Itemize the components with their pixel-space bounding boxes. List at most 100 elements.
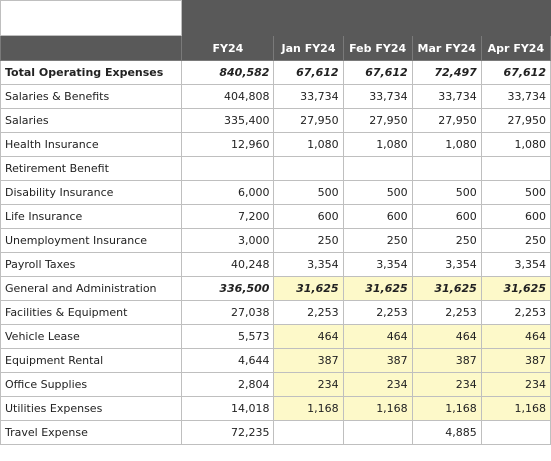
row-label-cell[interactable]: General and Administration [0, 276, 183, 301]
value-cell[interactable] [273, 420, 344, 445]
value-cell[interactable]: 600 [411, 204, 482, 229]
column-header[interactable]: FY24 [181, 35, 275, 61]
value-cell[interactable] [273, 156, 344, 181]
row-label-cell[interactable]: Facilities & Equipment [0, 300, 183, 325]
header-corner-cell[interactable] [0, 35, 183, 61]
value-cell[interactable]: 40,248 [181, 252, 275, 277]
row-label-cell[interactable]: Salaries [0, 108, 183, 133]
value-cell[interactable]: 3,354 [342, 252, 413, 277]
value-cell[interactable]: 72,497 [411, 60, 482, 85]
row-label-cell[interactable]: Life Insurance [0, 204, 183, 229]
value-cell[interactable]: 27,950 [342, 108, 413, 133]
value-cell[interactable]: 4,885 [411, 420, 482, 445]
value-cell[interactable]: 500 [411, 180, 482, 205]
value-cell[interactable]: 464 [480, 324, 551, 349]
row-label-cell[interactable]: Office Supplies [0, 372, 183, 397]
value-cell[interactable]: 464 [411, 324, 482, 349]
value-cell[interactable] [181, 156, 275, 181]
value-cell[interactable]: 4,644 [181, 348, 275, 373]
value-cell[interactable]: 2,253 [411, 300, 482, 325]
value-cell[interactable]: 27,950 [411, 108, 482, 133]
value-cell[interactable]: 464 [342, 324, 413, 349]
value-cell[interactable]: 387 [273, 348, 344, 373]
value-cell[interactable]: 500 [273, 180, 344, 205]
value-cell[interactable]: 3,354 [273, 252, 344, 277]
value-cell[interactable]: 600 [480, 204, 551, 229]
value-cell[interactable]: 3,354 [411, 252, 482, 277]
column-header[interactable]: Jan FY24 [273, 35, 344, 61]
value-cell[interactable] [342, 420, 413, 445]
top-banner-cell[interactable] [181, 0, 551, 36]
value-cell[interactable]: 33,734 [273, 84, 344, 109]
column-header[interactable]: Feb FY24 [342, 35, 413, 61]
value-cell[interactable]: 250 [342, 228, 413, 253]
value-cell[interactable]: 1,168 [273, 396, 344, 421]
value-cell[interactable]: 31,625 [273, 276, 344, 301]
value-cell[interactable]: 27,038 [181, 300, 275, 325]
value-cell[interactable]: 14,018 [181, 396, 275, 421]
value-cell[interactable]: 387 [411, 348, 482, 373]
value-cell[interactable]: 335,400 [181, 108, 275, 133]
value-cell[interactable]: 12,960 [181, 132, 275, 157]
value-cell[interactable]: 2,253 [480, 300, 551, 325]
value-cell[interactable]: 234 [342, 372, 413, 397]
row-label-cell[interactable]: Total Operating Expenses [0, 60, 183, 85]
value-cell[interactable]: 1,080 [480, 132, 551, 157]
row-label-cell[interactable]: Payroll Taxes [0, 252, 183, 277]
value-cell[interactable]: 27,950 [273, 108, 344, 133]
value-cell[interactable]: 234 [480, 372, 551, 397]
value-cell[interactable]: 67,612 [273, 60, 344, 85]
row-label-cell[interactable]: Travel Expense [0, 420, 183, 445]
value-cell[interactable]: 1,080 [411, 132, 482, 157]
value-cell[interactable]: 600 [273, 204, 344, 229]
value-cell[interactable]: 1,080 [342, 132, 413, 157]
value-cell[interactable]: 2,253 [273, 300, 344, 325]
value-cell[interactable]: 72,235 [181, 420, 275, 445]
row-label-cell[interactable]: Health Insurance [0, 132, 183, 157]
value-cell[interactable]: 2,253 [342, 300, 413, 325]
value-cell[interactable]: 387 [342, 348, 413, 373]
value-cell[interactable]: 234 [411, 372, 482, 397]
value-cell[interactable] [411, 156, 482, 181]
value-cell[interactable]: 464 [273, 324, 344, 349]
value-cell[interactable]: 33,734 [342, 84, 413, 109]
value-cell[interactable]: 1,168 [480, 396, 551, 421]
value-cell[interactable]: 67,612 [480, 60, 551, 85]
row-label-cell[interactable]: Utilities Expenses [0, 396, 183, 421]
value-cell[interactable]: 67,612 [342, 60, 413, 85]
value-cell[interactable]: 1,080 [273, 132, 344, 157]
value-cell[interactable]: 1,168 [342, 396, 413, 421]
value-cell[interactable]: 500 [342, 180, 413, 205]
value-cell[interactable]: 3,000 [181, 228, 275, 253]
value-cell[interactable] [480, 420, 551, 445]
row-label-cell[interactable]: Equipment Rental [0, 348, 183, 373]
value-cell[interactable]: 31,625 [411, 276, 482, 301]
row-label-cell[interactable]: Salaries & Benefits [0, 84, 183, 109]
value-cell[interactable]: 33,734 [411, 84, 482, 109]
value-cell[interactable]: 6,000 [181, 180, 275, 205]
value-cell[interactable]: 31,625 [480, 276, 551, 301]
top-left-cell[interactable] [0, 0, 183, 36]
value-cell[interactable]: 336,500 [181, 276, 275, 301]
value-cell[interactable]: 404,808 [181, 84, 275, 109]
value-cell[interactable]: 7,200 [181, 204, 275, 229]
value-cell[interactable]: 234 [273, 372, 344, 397]
column-header[interactable]: Apr FY24 [480, 35, 551, 61]
value-cell[interactable]: 31,625 [342, 276, 413, 301]
value-cell[interactable]: 1,168 [411, 396, 482, 421]
value-cell[interactable]: 3,354 [480, 252, 551, 277]
value-cell[interactable]: 33,734 [480, 84, 551, 109]
value-cell[interactable]: 250 [411, 228, 482, 253]
row-label-cell[interactable]: Retirement Benefit [0, 156, 183, 181]
value-cell[interactable]: 5,573 [181, 324, 275, 349]
value-cell[interactable] [480, 156, 551, 181]
value-cell[interactable]: 500 [480, 180, 551, 205]
row-label-cell[interactable]: Unemployment Insurance [0, 228, 183, 253]
value-cell[interactable]: 840,582 [181, 60, 275, 85]
value-cell[interactable]: 27,950 [480, 108, 551, 133]
value-cell[interactable]: 2,804 [181, 372, 275, 397]
value-cell[interactable]: 250 [480, 228, 551, 253]
value-cell[interactable] [342, 156, 413, 181]
value-cell[interactable]: 600 [342, 204, 413, 229]
value-cell[interactable]: 250 [273, 228, 344, 253]
